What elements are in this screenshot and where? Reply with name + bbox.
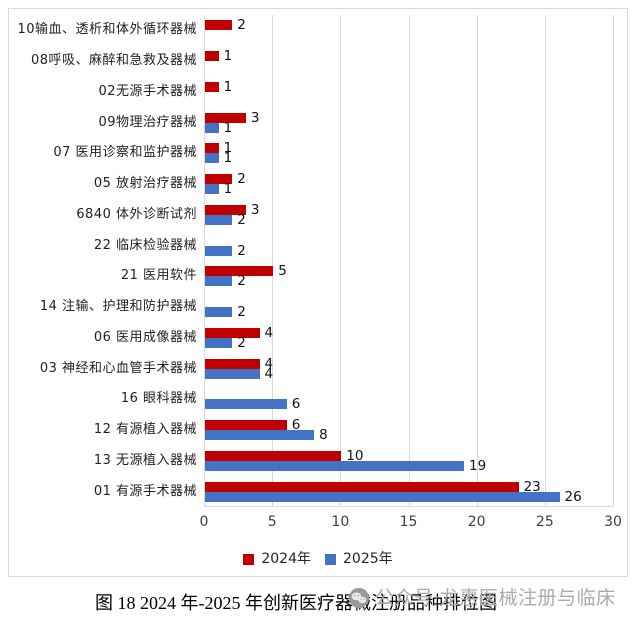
bar-value-label: 1 bbox=[223, 150, 233, 167]
category-label: 10输血、透析和体外循环器械 bbox=[17, 22, 197, 38]
legend-swatch-2024 bbox=[243, 553, 255, 565]
bar-value-label: 23 bbox=[523, 478, 541, 495]
x-tick-label: 10 bbox=[331, 514, 350, 530]
bar-2024 bbox=[205, 420, 287, 431]
bar-value-label: 4 bbox=[264, 365, 274, 382]
legend-item-2025: 2025年 bbox=[325, 551, 393, 567]
bar-value-label: 3 bbox=[250, 201, 260, 218]
category-label: 16 眼科器械 bbox=[120, 391, 197, 407]
bar-value-label: 4 bbox=[264, 324, 274, 341]
bar-2024 bbox=[205, 174, 233, 185]
category-label: 12 有源植入器械 bbox=[93, 422, 197, 438]
bar-2025 bbox=[205, 368, 260, 379]
bar-value-label: 2 bbox=[237, 17, 246, 34]
bar-value-label: 2 bbox=[237, 171, 246, 188]
bar-2025 bbox=[205, 399, 287, 410]
x-tick-label: 25 bbox=[535, 514, 554, 530]
bar-value-label: 2 bbox=[237, 242, 246, 259]
bar-value-label: 8 bbox=[319, 427, 328, 444]
gridline bbox=[476, 15, 478, 506]
chart-legend: 2024年 2025年 bbox=[8, 549, 628, 569]
x-tick-label: 15 bbox=[399, 514, 418, 530]
x-tick-label: 0 bbox=[199, 514, 209, 530]
category-label: 22 临床检验器械 bbox=[93, 237, 197, 253]
bar-2025 bbox=[205, 122, 219, 133]
bar-value-label: 1 bbox=[223, 119, 233, 136]
category-label: 05 放射治疗器械 bbox=[93, 176, 197, 192]
bar-value-label: 19 bbox=[469, 457, 487, 474]
legend-swatch-2025 bbox=[325, 553, 336, 565]
gridline bbox=[204, 15, 205, 506]
bar-2024 bbox=[205, 481, 519, 492]
bar-value-label: 2 bbox=[237, 304, 246, 321]
x-tick-label: 30 bbox=[604, 514, 622, 530]
category-label: 06 医用成像器械 bbox=[93, 329, 197, 345]
bar-2025 bbox=[205, 245, 233, 256]
category-label: 13 无源植入器械 bbox=[93, 452, 197, 468]
bar-value-label: 3 bbox=[250, 109, 260, 126]
bar-value-label: 1 bbox=[223, 48, 233, 65]
bar-2024 bbox=[205, 112, 246, 123]
bar-2024 bbox=[205, 81, 219, 92]
category-label: 08呼吸、麻醉和急救及器械 bbox=[30, 53, 197, 69]
bar-value-label: 6 bbox=[291, 396, 301, 413]
watermark: 公众号·龙惠医械注册与临床 bbox=[348, 586, 616, 610]
bar-2025 bbox=[205, 184, 219, 195]
bar-value-label: 6 bbox=[291, 417, 301, 434]
bar-2025 bbox=[205, 307, 233, 318]
bar-value-label: 2 bbox=[237, 334, 246, 351]
bar-2024 bbox=[205, 266, 274, 277]
bar-2024 bbox=[205, 204, 246, 215]
bar-value-label: 1 bbox=[223, 181, 233, 198]
watermark-text: 公众号·龙惠医械注册与临床 bbox=[375, 587, 616, 609]
bar-2024 bbox=[205, 143, 219, 154]
category-label: 14 注输、护理和防护器械 bbox=[39, 299, 197, 315]
gridline bbox=[408, 15, 410, 506]
bar-2025 bbox=[205, 276, 233, 287]
bar-2025 bbox=[205, 460, 464, 471]
bar-2025 bbox=[205, 214, 233, 225]
bar-value-label: 2 bbox=[237, 273, 246, 290]
category-label: 03 神经和心血管手术器械 bbox=[39, 360, 197, 376]
x-tick-label: 5 bbox=[267, 514, 277, 530]
figure-caption: 图 18 2024 年-2025 年创新医疗器械注册品种排位图 bbox=[95, 593, 497, 613]
bar-2025 bbox=[205, 153, 219, 164]
gridline bbox=[340, 15, 342, 506]
legend-label-2025: 2025年 bbox=[343, 551, 393, 567]
bar-2024 bbox=[205, 450, 342, 461]
gridline bbox=[613, 15, 614, 506]
x-tick-label: 20 bbox=[467, 514, 486, 530]
category-label: 6840 体外诊断试剂 bbox=[76, 206, 197, 222]
category-label: 02无源手术器械 bbox=[98, 83, 197, 99]
wechat-icon bbox=[348, 587, 370, 609]
bar-value-label: 1 bbox=[223, 140, 233, 157]
category-label: 09物理治疗器械 bbox=[98, 114, 197, 130]
bar-value-label: 10 bbox=[346, 447, 364, 464]
bar-2025 bbox=[205, 337, 233, 348]
bar-value-label: 2 bbox=[237, 211, 246, 228]
gridline bbox=[544, 15, 546, 506]
bar-value-label: 4 bbox=[264, 355, 274, 372]
bar-2025 bbox=[205, 491, 560, 502]
category-label: 07 医用诊察和监护器械 bbox=[53, 145, 197, 161]
bar-value-label: 26 bbox=[564, 488, 582, 505]
gridline bbox=[272, 15, 274, 506]
bar-2024 bbox=[205, 51, 219, 62]
bar-2024 bbox=[205, 327, 260, 338]
category-label: 21 医用软件 bbox=[120, 268, 197, 284]
bar-2025 bbox=[205, 430, 315, 441]
bar-value-label: 5 bbox=[278, 263, 287, 280]
bar-value-label: 1 bbox=[223, 78, 233, 95]
bar-2024 bbox=[205, 358, 260, 369]
plot-area bbox=[204, 15, 614, 507]
bar-2024 bbox=[205, 20, 233, 31]
legend-item-2024: 2024年 bbox=[243, 551, 311, 567]
category-label: 01 有源手术器械 bbox=[93, 483, 197, 499]
legend-label-2024: 2024年 bbox=[261, 551, 311, 567]
